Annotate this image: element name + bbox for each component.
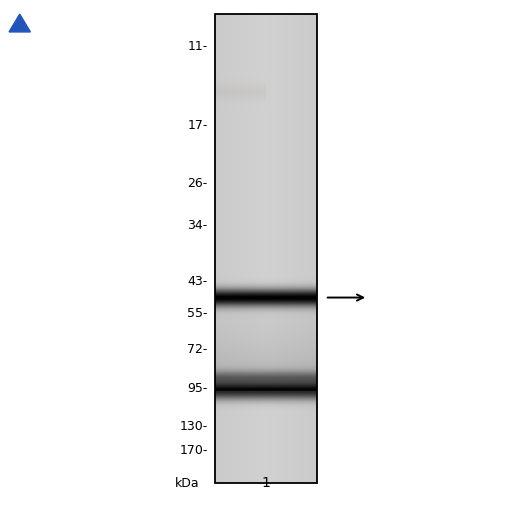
Text: 72-: 72- — [187, 343, 208, 356]
Text: 95-: 95- — [187, 382, 208, 395]
Text: 55-: 55- — [187, 307, 208, 321]
Text: 11-: 11- — [187, 40, 208, 53]
Text: 26-: 26- — [187, 177, 208, 190]
Polygon shape — [9, 14, 30, 32]
Text: 130-: 130- — [179, 420, 208, 433]
Text: 170-: 170- — [179, 444, 208, 457]
Text: 1: 1 — [262, 476, 271, 490]
Text: 34-: 34- — [187, 219, 208, 232]
Text: kDa: kDa — [176, 477, 200, 490]
Text: 43-: 43- — [187, 274, 208, 288]
Text: 17-: 17- — [187, 119, 208, 132]
